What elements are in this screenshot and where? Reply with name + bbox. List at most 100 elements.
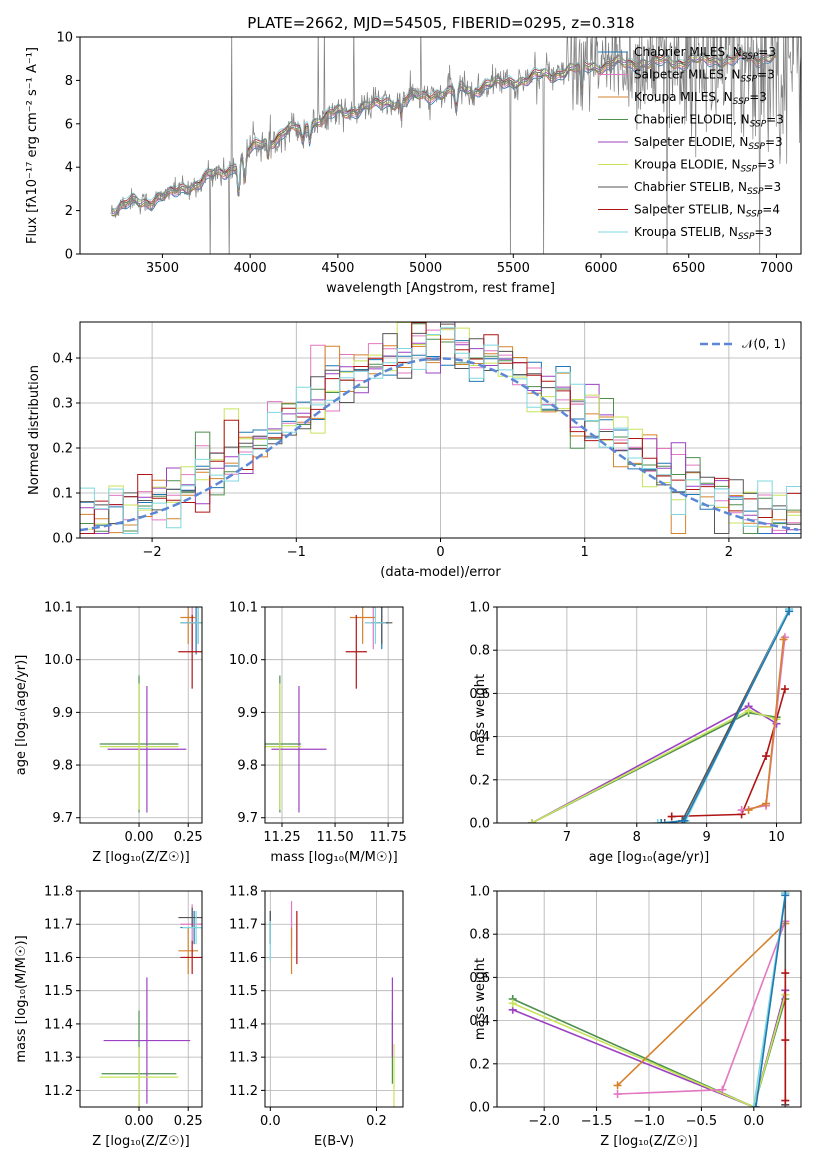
x-tick-label: 9 (703, 830, 711, 845)
series-chabrier_miles (657, 607, 794, 823)
x-tick-label: 11.50 (316, 830, 353, 845)
x-axis-label: (data-model)/error (380, 565, 501, 580)
series-marker (737, 806, 746, 815)
y-tick-label: 9.9 (237, 706, 258, 721)
x-tick-label: 8 (633, 830, 641, 845)
x-tick-label: 1 (581, 545, 589, 560)
legend-entry: Salpeter MILES, NSSP=3 (634, 68, 775, 85)
x-tick-label: −1.0 (633, 1114, 665, 1129)
age-vs-metallicity-panel: 0.00 0.25 9.7 9.8 9.9 10.0 10.1 Z [log₁₀(Z/Z☉)]… (14, 601, 203, 866)
x-tick-label: 11.75 (370, 830, 407, 845)
y-axis-label: Flux [fλ10⁻¹⁷ erg cm⁻² s⁻¹ A⁻¹] (25, 47, 40, 244)
y-tick-label: 11.7 (44, 918, 73, 933)
y-tick-label: 10 (56, 31, 73, 46)
series-marker (680, 816, 689, 823)
series-salpeter_elodie (527, 702, 781, 823)
x-tick-label: 3500 (146, 261, 179, 276)
x-tick-label: 0.0 (260, 1114, 281, 1129)
series-line (512, 994, 787, 1107)
series-marker (527, 819, 536, 823)
x-tick-label: −0.5 (686, 1114, 718, 1129)
axes-frame (264, 606, 404, 824)
y-tick-label: 0.0 (469, 1101, 490, 1116)
series-line (671, 688, 786, 818)
y-tick-label: 11.2 (44, 1084, 73, 1099)
series-marker (781, 1036, 790, 1045)
x-tick-label: 11.25 (263, 830, 300, 845)
y-tick-label: 10.0 (229, 653, 258, 668)
axes-frame (264, 890, 404, 1108)
y-tick-label: 10.0 (44, 653, 73, 668)
series-marker (667, 812, 676, 821)
spectrum-panel: 3500 4000 4500 5000 5500 6000 6500 7000 0 2 4 6 8 10 w… (25, 31, 802, 296)
y-tick-label: 1.0 (469, 885, 490, 900)
x-axis-label: E(B-V) (314, 1134, 354, 1149)
y-tick-label: 11.7 (229, 918, 258, 933)
x-tick-label: 0.25 (174, 830, 203, 845)
series-chabrier_miles (751, 891, 790, 1107)
y-tick-label: 11.8 (229, 885, 258, 900)
y-tick-label: 0.0 (52, 532, 73, 547)
series-marker (744, 706, 753, 715)
series-marker (508, 999, 517, 1008)
x-tick-label: 7000 (760, 261, 793, 276)
x-tick-label: 10 (768, 830, 785, 845)
residual-histogram-kroupa_stelib (80, 327, 801, 534)
series-marker (762, 799, 771, 808)
x-axis-label: mass [log₁₀(M/M☉)] (270, 850, 397, 865)
series-line (531, 709, 777, 823)
x-axis-label: Z [log₁₀(Z/Z☉)] (92, 1134, 189, 1149)
errorbar-point-salpeter_stelib (178, 614, 202, 689)
series-marker (660, 819, 669, 823)
age-vs-mass-plot-area (265, 607, 393, 813)
y-tick-label: 0 (65, 248, 73, 263)
errorbar-point-chabrier_stelib (178, 907, 202, 928)
observed-spectrum (110, 37, 801, 254)
mass-weight-vs-metallicity-panel: −2.0 −1.5 −1.0 −0.5 0.0 0.0 0.2 0.4 0.6 0.8 1.0 Z [… (469, 885, 802, 1149)
series-line (755, 895, 787, 1107)
y-tick-label: 0.8 (469, 644, 490, 659)
x-tick-label: 6500 (672, 261, 705, 276)
y-axis-label: mass [log₁₀(M/M☉)] (14, 935, 29, 1062)
errorbar-point-kroupa_miles (180, 607, 197, 644)
errorbar-point-salpeter_elodie (107, 686, 187, 813)
axes-frame (496, 606, 802, 824)
y-tick-label: 10.1 (229, 601, 258, 616)
x-tick-label: −2 (143, 545, 162, 560)
y-tick-label: 0.8 (469, 928, 490, 943)
series-salpeter_stelib (781, 969, 790, 1105)
series-marker (749, 1103, 758, 1107)
x-tick-label: 0.00 (125, 1114, 154, 1129)
y-tick-label: 11.3 (44, 1051, 73, 1066)
spectrum-plot-area (110, 37, 801, 254)
x-tick-label: 0.2 (366, 1114, 387, 1129)
series-kroupa_miles (744, 635, 788, 815)
x-tick-label: 7 (563, 830, 571, 845)
x-tick-label: 5500 (497, 261, 530, 276)
y-tick-label: 0.2 (469, 773, 490, 788)
x-axis-label: wavelength [Angstrom, rest frame] (326, 281, 555, 296)
errorbar-point-kroupa_stelib (180, 607, 202, 644)
series-line (617, 922, 786, 1086)
errorbar-point-kroupa_elodie (99, 1047, 179, 1107)
errorbar-point-kroupa_elodie (265, 683, 302, 810)
series-marker (780, 685, 789, 694)
legend-entry: Salpeter STELIB, NSSP=4 (634, 203, 780, 220)
series-marker (653, 819, 662, 823)
series-marker (751, 1103, 760, 1107)
errorbar-point-kroupa_stelib (182, 910, 202, 945)
legend-entry: Salpeter ELODIE, NSSP=3 (634, 135, 783, 152)
x-tick-label: 6000 (584, 261, 617, 276)
y-tick-label: 0.4 (469, 1014, 490, 1029)
series-line (531, 705, 777, 823)
legend-entry: Kroupa ELODIE, NSSP=3 (634, 158, 775, 175)
legend-entry: 𝒩(0, 1) (742, 337, 786, 351)
gaussian-curve (80, 357, 799, 532)
x-axis-label: Z [log₁₀(Z/Z☉)] (600, 1134, 697, 1149)
series-line (531, 711, 777, 823)
y-tick-label: 0.3 (52, 397, 73, 412)
series-kroupa_elodie (527, 706, 781, 823)
y-tick-label: 0.2 (469, 1057, 490, 1072)
legend-entry: Chabrier MILES, NSSP=3 (634, 45, 776, 62)
y-tick-label: 11.6 (44, 951, 73, 966)
